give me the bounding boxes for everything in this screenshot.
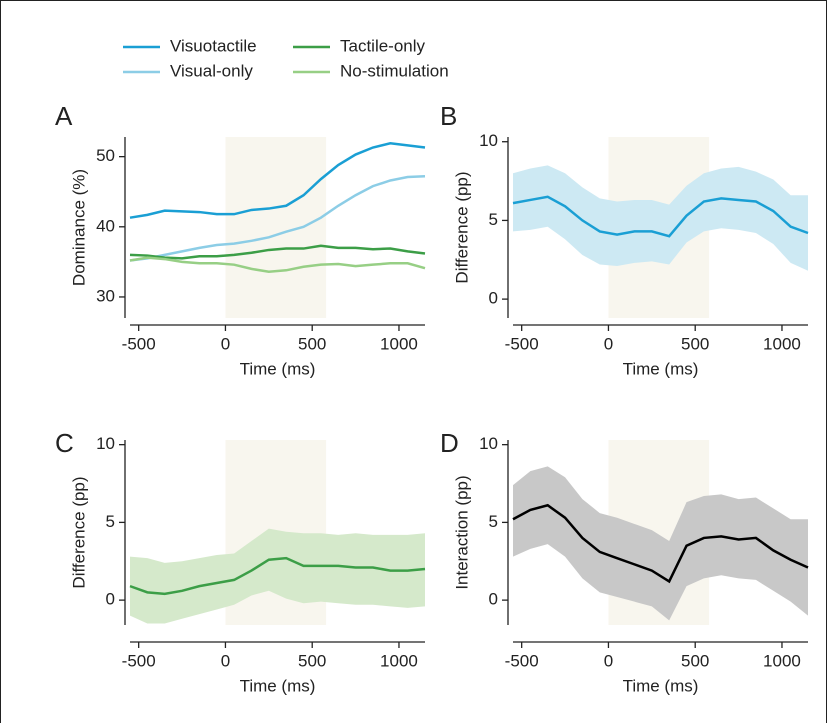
confidence-band [513,466,808,621]
legend-label: Visual-only [170,61,253,80]
x-tick-label: -500 [505,651,539,670]
legend-label: Tactile-only [340,36,426,55]
x-tick-label: 0 [221,651,230,670]
x-tick-label: -500 [122,651,156,670]
x-tick-label: -500 [122,334,156,353]
x-tick-label: 0 [604,334,613,353]
x-tick-label: 0 [221,334,230,353]
x-tick-label: 500 [298,334,326,353]
panel-label: C [55,428,74,458]
y-tick-label: 40 [96,216,115,235]
y-tick-label: 0 [489,289,498,308]
x-axis-label: Time (ms) [240,359,316,378]
x-tick-label: 500 [298,651,326,670]
x-tick-label: 1000 [380,334,418,353]
y-tick-label: 30 [96,286,115,305]
line [129,244,426,260]
y-tick-label: 5 [489,210,498,229]
panel-label: A [55,101,73,131]
y-axis-label: Dominance (%) [69,169,88,286]
x-axis-label: Time (ms) [623,676,699,695]
stimulus-window [225,137,327,318]
y-tick-label: 10 [96,434,115,453]
y-tick-label: 10 [479,434,498,453]
line [129,175,426,262]
x-tick-label: -500 [505,334,539,353]
y-axis-label: Interaction (pp) [452,475,471,589]
y-tick-label: 50 [96,146,115,165]
panel-label: B [440,101,457,131]
x-tick-label: 1000 [763,651,801,670]
x-tick-label: 1000 [763,334,801,353]
y-tick-label: 0 [489,590,498,609]
y-axis-label: Difference (pp) [452,171,471,283]
x-axis-label: Time (ms) [623,359,699,378]
x-tick-label: 500 [681,651,709,670]
x-tick-label: 0 [604,651,613,670]
line [512,195,809,238]
line [129,556,426,596]
panel-label: D [440,428,459,458]
legend-label: Visuotactile [170,36,257,55]
x-axis-label: Time (ms) [240,676,316,695]
y-tick-label: 5 [106,512,115,531]
y-tick-label: 0 [106,590,115,609]
legend-label: No-stimulation [340,61,449,80]
x-tick-label: 500 [681,334,709,353]
line [129,256,426,273]
y-axis-label: Difference (pp) [69,476,88,588]
confidence-band [513,165,808,271]
y-tick-label: 5 [489,512,498,531]
line [512,503,809,584]
confidence-band [130,528,425,624]
line [129,142,426,219]
y-tick-label: 10 [479,131,498,150]
x-tick-label: 1000 [380,651,418,670]
